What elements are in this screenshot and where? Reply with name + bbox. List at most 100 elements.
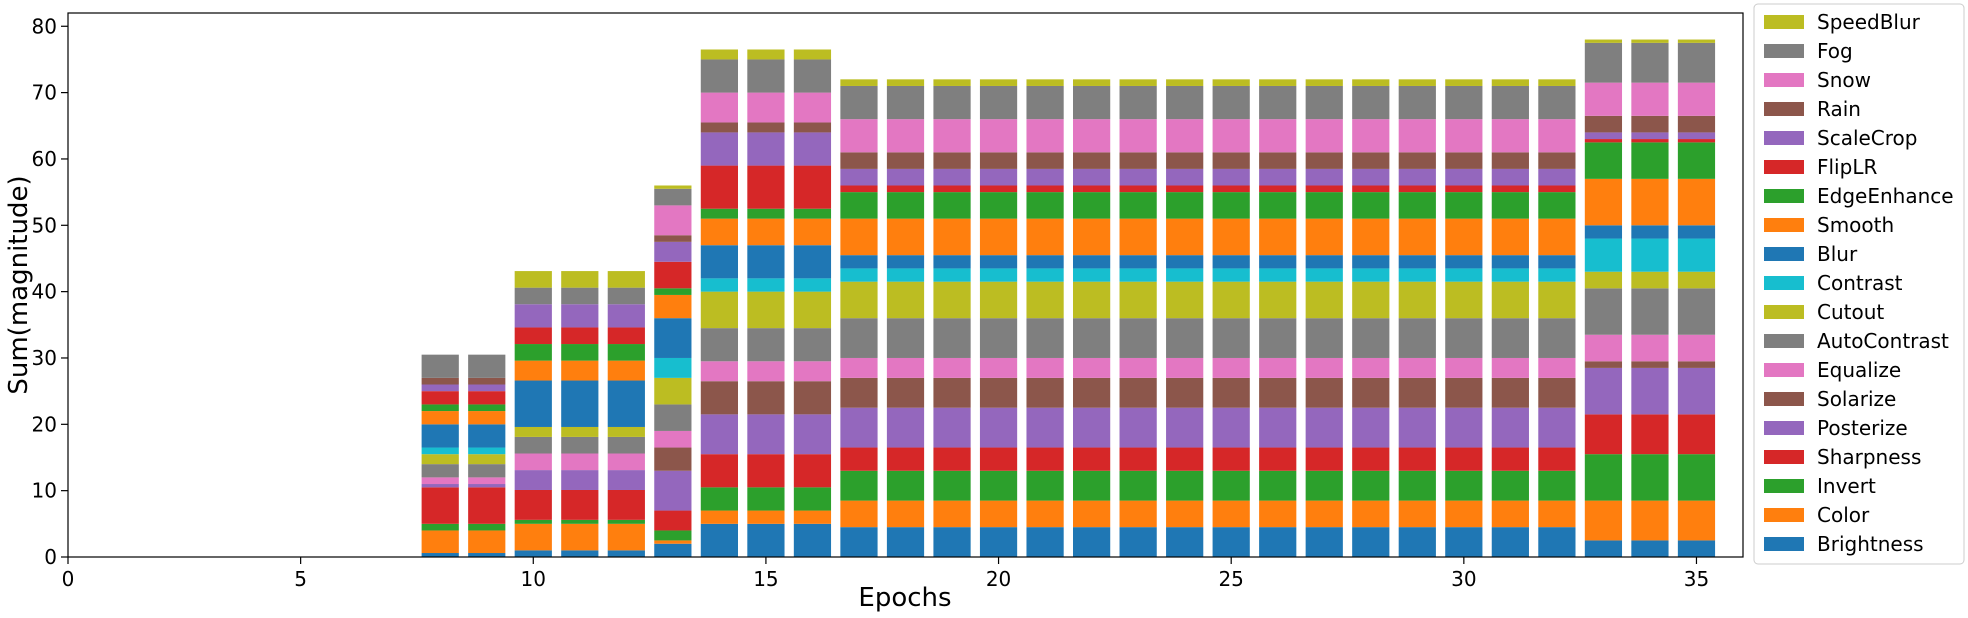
bar-segment-smooth-epoch-31 xyxy=(1491,218,1529,256)
bar-segment-posterize-epoch-35 xyxy=(1677,367,1716,415)
bar-segment-smooth-epoch-17 xyxy=(840,218,878,256)
legend-label-solarize: Solarize xyxy=(1817,387,1896,411)
bar-segment-edgeenhance-epoch-31 xyxy=(1491,192,1529,219)
bar-segment-edgeenhance-epoch-26 xyxy=(1259,192,1297,219)
legend-swatch-contrast xyxy=(1764,276,1804,290)
bar-segment-color-epoch-30 xyxy=(1445,500,1483,528)
bar-segment-color-epoch-24 xyxy=(1166,500,1204,528)
bar-segment-speedblur-epoch-20 xyxy=(979,79,1018,86)
bar-segment-autocontrast-epoch-11 xyxy=(561,436,599,454)
bar-segment-edgeenhance-epoch-22 xyxy=(1073,192,1111,219)
bar-segment-cutout-epoch-34 xyxy=(1631,271,1669,289)
bar-segment-fliplr-epoch-23 xyxy=(1119,185,1157,193)
bar-segment-smooth-epoch-19 xyxy=(933,218,971,256)
bar-segment-fliplr-epoch-10 xyxy=(514,327,552,345)
bar-segment-edgeenhance-epoch-16 xyxy=(793,208,832,219)
bar-segment-speedblur-epoch-25 xyxy=(1212,79,1250,86)
bar-segment-speedblur-epoch-13 xyxy=(654,185,692,189)
bar-segment-cutout-epoch-31 xyxy=(1491,281,1529,319)
bar-segment-sharpness-epoch-25 xyxy=(1212,447,1250,471)
bar-segment-fog-epoch-12 xyxy=(607,287,645,305)
bar-segment-snow-epoch-34 xyxy=(1631,82,1669,116)
bar-segment-snow-epoch-32 xyxy=(1538,119,1576,153)
bar-segment-color-epoch-34 xyxy=(1631,500,1669,541)
bar-segment-rain-epoch-29 xyxy=(1398,152,1436,169)
bar-segment-rain-epoch-9 xyxy=(468,377,506,385)
bar-segment-smooth-epoch-14 xyxy=(700,218,738,246)
bar-segment-invert-epoch-18 xyxy=(886,470,925,501)
bar-segment-edgeenhance-epoch-12 xyxy=(607,344,645,361)
bar-segment-blur-epoch-12 xyxy=(607,380,645,427)
bar-segment-color-epoch-15 xyxy=(747,510,785,524)
bar-segment-sharpness-epoch-26 xyxy=(1259,447,1297,471)
legend-swatch-invert xyxy=(1764,479,1804,493)
bar-segment-scalecrop-epoch-22 xyxy=(1073,168,1111,186)
legend-swatch-rain xyxy=(1764,102,1804,116)
bar-segment-blur-epoch-25 xyxy=(1212,255,1250,269)
legend-label-edgeenhance: EdgeEnhance xyxy=(1817,184,1954,208)
bar-segment-cutout-epoch-35 xyxy=(1677,271,1716,289)
bar-segment-fog-epoch-22 xyxy=(1073,85,1111,120)
bar-segment-brightness-epoch-30 xyxy=(1445,527,1483,557)
bar-segment-brightness-epoch-8 xyxy=(421,553,459,557)
bar-segment-blur-epoch-21 xyxy=(1026,255,1064,269)
bar-segment-cutout-epoch-23 xyxy=(1119,281,1157,319)
bar-segment-cutout-epoch-24 xyxy=(1166,281,1204,319)
bar-segment-color-epoch-21 xyxy=(1026,500,1064,528)
bar-segment-color-epoch-33 xyxy=(1584,500,1623,541)
bar-segment-invert-epoch-34 xyxy=(1631,454,1669,501)
bar-segment-blur-epoch-18 xyxy=(886,255,925,269)
bar-segment-autocontrast-epoch-13 xyxy=(654,404,692,431)
bar-segment-speedblur-epoch-26 xyxy=(1259,79,1297,86)
bar-segment-cutout-epoch-20 xyxy=(979,281,1018,319)
bar-segment-scalecrop-epoch-28 xyxy=(1352,168,1390,186)
bar-segment-autocontrast-epoch-22 xyxy=(1073,318,1111,358)
bar-segment-equalize-epoch-23 xyxy=(1119,357,1157,378)
bar-segment-posterize-epoch-17 xyxy=(840,407,878,448)
bar-segment-speedblur-epoch-17 xyxy=(840,79,878,86)
bar-segment-scalecrop-epoch-10 xyxy=(514,304,552,328)
x-axis-label: Epochs xyxy=(858,583,951,613)
bar-segment-fliplr-epoch-12 xyxy=(607,327,645,345)
bar-segment-contrast-epoch-14 xyxy=(700,278,738,292)
bar-segment-snow-epoch-19 xyxy=(933,119,971,153)
bar-segment-blur-epoch-8 xyxy=(421,424,459,448)
bar-segment-speedblur-epoch-29 xyxy=(1398,79,1436,86)
bar-segment-equalize-epoch-16 xyxy=(793,361,832,382)
bar-segment-posterize-epoch-19 xyxy=(933,407,971,448)
bar-segment-speedblur-epoch-15 xyxy=(747,49,785,60)
bar-segment-edgeenhance-epoch-23 xyxy=(1119,192,1157,219)
bar-segment-smooth-epoch-23 xyxy=(1119,218,1157,256)
bar-segment-edgeenhance-epoch-34 xyxy=(1631,142,1669,179)
bar-segment-edgeenhance-epoch-13 xyxy=(654,288,692,295)
bar-segment-color-epoch-22 xyxy=(1073,500,1111,528)
bar-segment-contrast-epoch-34 xyxy=(1631,238,1669,272)
bar-segment-contrast-epoch-22 xyxy=(1073,268,1111,282)
y-tick-label: 70 xyxy=(32,81,57,105)
bar-segment-autocontrast-epoch-8 xyxy=(421,464,459,478)
bar-segment-invert-epoch-35 xyxy=(1677,454,1716,501)
bar-segment-speedblur-epoch-22 xyxy=(1073,79,1111,86)
bar-segment-color-epoch-18 xyxy=(886,500,925,528)
bar-segment-contrast-epoch-24 xyxy=(1166,268,1204,282)
bar-segment-autocontrast-epoch-35 xyxy=(1677,288,1716,335)
bar-segment-cutout-epoch-16 xyxy=(793,291,832,329)
bar-segment-invert-epoch-14 xyxy=(700,487,738,511)
bar-segment-scalecrop-epoch-26 xyxy=(1259,168,1297,186)
bar-segment-scalecrop-epoch-8 xyxy=(421,384,459,392)
bar-segment-invert-epoch-8 xyxy=(421,523,459,531)
bar-segment-posterize-epoch-25 xyxy=(1212,407,1250,448)
legend-swatch-fliplr xyxy=(1764,160,1804,174)
bar-segment-autocontrast-epoch-9 xyxy=(468,464,506,478)
bar-segment-blur-epoch-28 xyxy=(1352,255,1390,269)
bar-segment-snow-epoch-27 xyxy=(1305,119,1343,153)
bar-segment-solarize-epoch-18 xyxy=(886,377,925,408)
x-tick-label: 25 xyxy=(1218,567,1243,591)
bar-segment-cutout-epoch-32 xyxy=(1538,281,1576,319)
bar-segment-edgeenhance-epoch-30 xyxy=(1445,192,1483,219)
bar-segment-blur-epoch-27 xyxy=(1305,255,1343,269)
bar-segment-speedblur-epoch-16 xyxy=(793,49,832,60)
bar-segment-invert-epoch-17 xyxy=(840,470,878,501)
bar-segment-sharpness-epoch-27 xyxy=(1305,447,1343,471)
bar-segment-solarize-epoch-25 xyxy=(1212,377,1250,408)
